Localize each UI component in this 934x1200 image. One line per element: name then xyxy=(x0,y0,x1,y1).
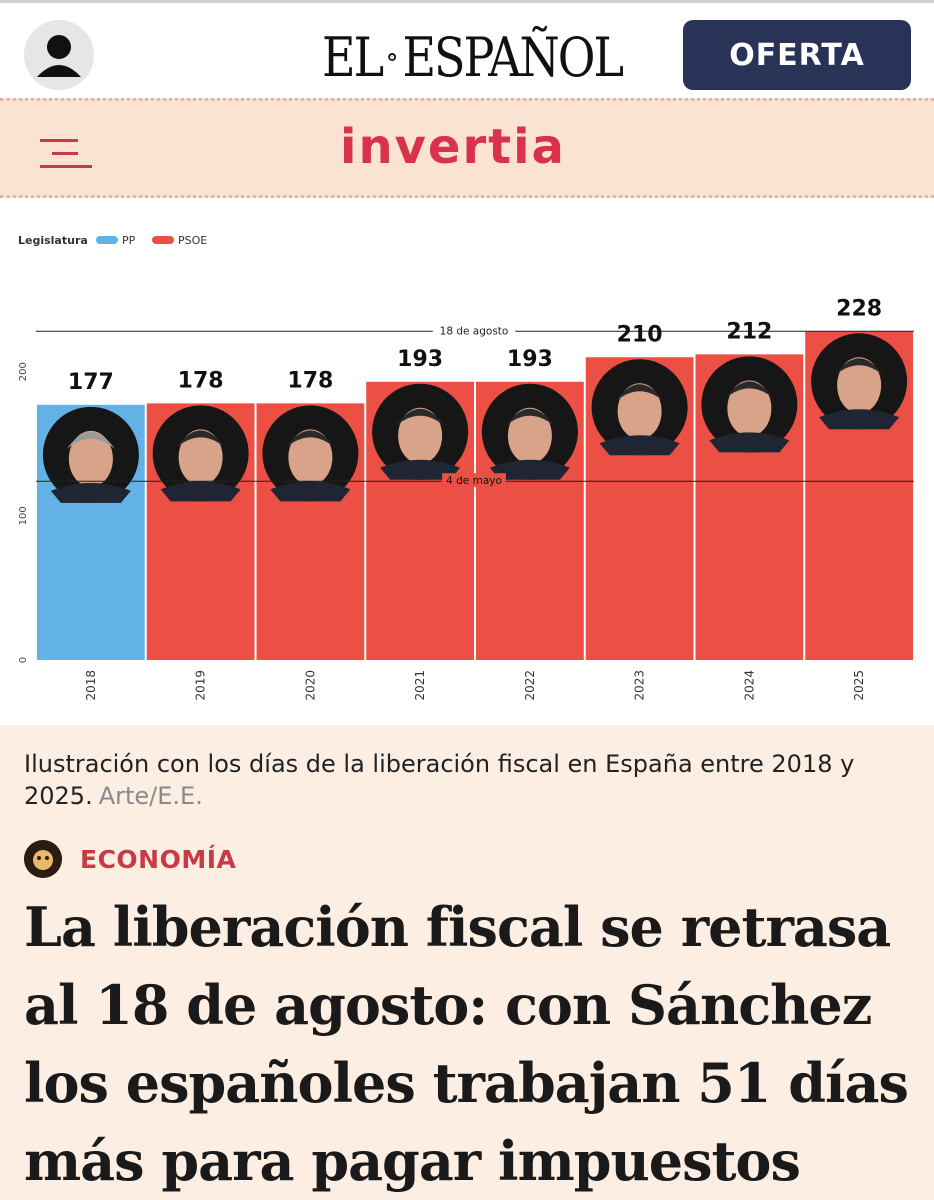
x-tick-label: 2024 xyxy=(742,670,756,701)
x-tick-label: 2019 xyxy=(194,670,208,701)
user-account-button[interactable] xyxy=(24,20,94,90)
portrait-hair xyxy=(66,431,115,449)
portrait-suit xyxy=(709,432,790,453)
x-tick-label: 2020 xyxy=(303,670,317,701)
legend-label-pp: PP xyxy=(122,234,136,247)
portrait-face xyxy=(727,380,772,437)
portrait-face xyxy=(398,407,443,464)
article-headline[interactable]: La liberación fiscal se retrasa al 18 de… xyxy=(24,895,909,1193)
el-espanol-logo[interactable]: EL ESPAÑOL xyxy=(322,25,624,89)
portrait-suit xyxy=(489,459,570,480)
portrait-face xyxy=(288,429,333,486)
lion-badge-icon xyxy=(24,840,62,878)
bar-value-label: 193 xyxy=(397,347,443,372)
legend-title: Legislatura xyxy=(18,234,88,247)
bar-value-label: 178 xyxy=(178,368,224,393)
chart-figure: Legislatura PP PSOE 0 100 200 18 de agosto 4 … xyxy=(0,198,934,725)
user-icon xyxy=(37,35,81,77)
portrait-hair xyxy=(176,430,225,448)
reference-line-label: 4 de mayo xyxy=(446,475,502,487)
section-link-economia[interactable]: ECONOMÍA xyxy=(80,844,237,874)
top-header: EL ESPAÑOL OFERTA xyxy=(0,0,934,98)
portrait-face xyxy=(617,383,662,440)
reference-line-label: 18 de agosto xyxy=(440,325,509,337)
hamburger-menu-icon[interactable] xyxy=(40,137,92,171)
portrait-suit xyxy=(380,459,461,480)
y-tick-label: 0 xyxy=(18,657,29,663)
portrait-hair xyxy=(396,408,445,426)
portrait-hair xyxy=(286,430,335,448)
x-tick-label: 2023 xyxy=(633,670,647,701)
portrait-face xyxy=(507,407,552,464)
portrait-hair xyxy=(615,384,664,402)
x-tick-label: 2022 xyxy=(523,670,537,701)
y-tick-label: 100 xyxy=(18,506,29,525)
bar-value-label: 210 xyxy=(617,322,663,347)
portrait-suit xyxy=(160,481,241,502)
section-header: invertia xyxy=(0,98,934,198)
reference-label-bg xyxy=(442,473,506,488)
logo-word-left: EL xyxy=(322,25,384,89)
x-tick-label: 2025 xyxy=(852,670,866,701)
portrait-suit xyxy=(819,409,900,430)
reference-label-bg xyxy=(432,323,516,338)
legend-label-psoe: PSOE xyxy=(178,234,207,247)
x-tick-label: 2021 xyxy=(413,670,427,701)
bar-value-label: 228 xyxy=(836,296,882,321)
portrait-hair xyxy=(725,381,774,399)
bar-value-label: 177 xyxy=(68,370,114,395)
logo-word-right: ESPAÑOL xyxy=(402,25,624,89)
section-tag: ECONOMÍA xyxy=(24,840,236,878)
portrait-suit xyxy=(599,435,680,456)
portrait-hair xyxy=(835,358,884,376)
invertia-logo[interactable]: invertia xyxy=(340,119,566,175)
bar-chart: Legislatura PP PSOE 0 100 200 18 de agosto 4 … xyxy=(18,234,914,701)
y-tick-label: 200 xyxy=(18,362,29,381)
legend-swatch-psoe xyxy=(152,236,174,244)
caption-credit: Arte/E.E. xyxy=(98,782,203,810)
portrait-face xyxy=(68,430,113,487)
portrait-face xyxy=(178,429,223,486)
portrait-face xyxy=(837,357,882,414)
figure-caption: Ilustración con los días de la liberació… xyxy=(24,748,904,812)
lion-icon xyxy=(388,53,397,61)
x-tick-label: 2018 xyxy=(84,670,98,701)
offer-button[interactable]: OFERTA xyxy=(683,20,911,90)
legend-swatch-pp xyxy=(96,236,118,244)
bar-value-label: 178 xyxy=(287,368,333,393)
portrait-suit xyxy=(270,481,351,502)
bar-value-label: 212 xyxy=(726,319,772,344)
portrait-hair xyxy=(505,408,554,426)
bar-value-label: 193 xyxy=(507,347,553,372)
caption-text: Ilustración con los días de la liberació… xyxy=(24,750,855,810)
portrait-suit xyxy=(50,482,131,503)
